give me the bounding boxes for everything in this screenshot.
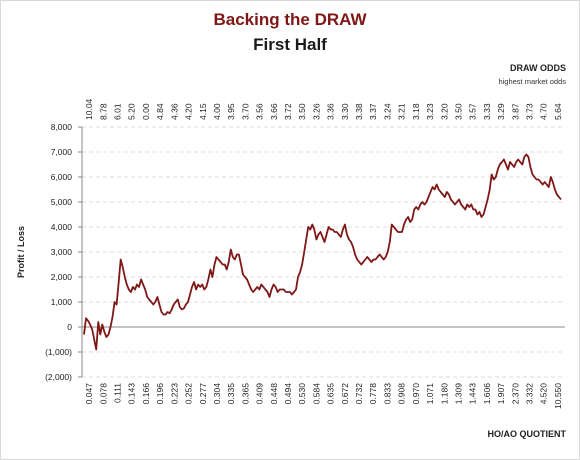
x-tick-label: 1.180 <box>439 383 449 405</box>
draw-odds-tick-label: 5.20 <box>127 103 137 120</box>
x-tick-label: 0.908 <box>397 383 407 405</box>
x-tick-label: 0.635 <box>326 383 336 405</box>
draw-odds-tick-label: 6.01 <box>113 103 123 120</box>
x-tick-label: 1.606 <box>482 383 492 405</box>
draw-odds-tick-label: 4.36 <box>169 103 179 120</box>
draw-odds-tick-label: 4.84 <box>155 103 165 120</box>
x-tick-label: 0.252 <box>184 383 194 405</box>
x-tick-label: 0.448 <box>269 383 279 405</box>
x-tick-label: 0.732 <box>354 383 364 405</box>
chart-title: Backing the DRAW <box>213 10 367 29</box>
draw-odds-tick-label: 3.18 <box>411 103 421 120</box>
draw-odds-tick-label: 4.20 <box>184 103 194 120</box>
y-tick-label: 4,000 <box>51 222 73 232</box>
draw-odds-axis-title: DRAW ODDS <box>510 63 566 73</box>
draw-odds-tick-label: 3.56 <box>255 103 265 120</box>
draw-odds-tick-label: 3.30 <box>340 103 350 120</box>
draw-odds-tick-label: 10.04 <box>84 98 94 120</box>
draw-odds-tick-label: 3.20 <box>439 103 449 120</box>
draw-odds-tick-label: 3.37 <box>368 103 378 120</box>
x-tick-label: 0.223 <box>169 383 179 405</box>
x-tick-label: 0.365 <box>240 383 250 405</box>
x-tick-label: 0.111 <box>113 383 123 403</box>
y-tick-label: (2,000) <box>45 372 72 382</box>
draw-odds-tick-label: 3.21 <box>397 103 407 120</box>
draw-odds-tick-label: 8.78 <box>98 103 108 120</box>
draw-odds-tick-label: 3.38 <box>354 103 364 120</box>
y-tick-label: 3,000 <box>51 247 73 257</box>
draw-odds-tick-label: 0.00 <box>141 103 151 120</box>
x-tick-label: 0.778 <box>368 383 378 405</box>
draw-odds-tick-label: 3.73 <box>524 103 534 120</box>
draw-odds-tick-label: 3.70 <box>240 103 250 120</box>
draw-odds-tick-label: 4.15 <box>198 103 208 120</box>
x-tick-label: 0.833 <box>382 383 392 405</box>
x-tick-label: 1.443 <box>468 383 478 405</box>
y-axis-title: Profit / Loss <box>16 226 26 278</box>
y-tick-label: 2,000 <box>51 272 73 282</box>
draw-odds-tick-label: 3.87 <box>510 103 520 120</box>
x-tick-label: 0.304 <box>212 383 222 405</box>
y-tick-label: 6,000 <box>51 172 73 182</box>
x-tick-label: 0.335 <box>226 383 236 405</box>
y-tick-label: 1,000 <box>51 297 73 307</box>
draw-odds-tick-label: 3.23 <box>425 103 435 120</box>
x-tick-label: 1.907 <box>496 383 506 405</box>
x-tick-label: 0.277 <box>198 383 208 405</box>
draw-odds-tick-label: 3.24 <box>382 103 392 120</box>
x-tick-label: 4.520 <box>539 383 549 405</box>
draw-odds-tick-label: 3.29 <box>496 103 506 120</box>
y-tick-label: 7,000 <box>51 147 73 157</box>
x-tick-label: 0.494 <box>283 383 293 405</box>
series-line <box>83 153 562 351</box>
draw-odds-tick-label: 3.50 <box>453 103 463 120</box>
draw-odds-tick-label: 3.95 <box>226 103 236 120</box>
draw-odds-tick-label: 3.57 <box>468 103 478 120</box>
x-tick-label: 0.970 <box>411 383 421 405</box>
draw-odds-tick-label: 3.36 <box>326 103 336 120</box>
x-tick-label: 0.166 <box>141 383 151 405</box>
x-tick-label: 0.584 <box>311 383 321 405</box>
x-tick-label: 0.143 <box>127 383 137 405</box>
chart-subtitle: First Half <box>253 35 327 54</box>
x-tick-label: 0.078 <box>98 383 108 405</box>
x-tick-label: 0.047 <box>84 383 94 405</box>
draw-odds-axis-subtitle: highest market odds <box>498 77 566 86</box>
x-tick-label: 3.332 <box>524 383 534 405</box>
y-tick-label: 5,000 <box>51 197 73 207</box>
x-tick-label: 0.672 <box>340 383 350 405</box>
draw-odds-tick-label: 3.33 <box>482 103 492 120</box>
x-tick-label: 0.530 <box>297 383 307 405</box>
draw-odds-tick-label: 4.00 <box>212 103 222 120</box>
draw-odds-tick-label: 3.72 <box>283 103 293 120</box>
y-tick-label: 8,000 <box>51 122 73 132</box>
draw-odds-tick-label: 5.64 <box>553 103 563 120</box>
x-tick-label: 0.409 <box>255 383 265 405</box>
draw-odds-tick-label: 3.26 <box>311 103 321 120</box>
x-tick-label: 0.196 <box>155 383 165 405</box>
x-axis-title: HO/AO QUOTIENT <box>487 429 567 439</box>
draw-odds-tick-label: 3.50 <box>297 103 307 120</box>
draw-odds-tick-label: 3.66 <box>269 103 279 120</box>
x-tick-label: 10.550 <box>553 383 563 409</box>
x-tick-label: 1.071 <box>425 383 435 405</box>
y-tick-label: (1,000) <box>45 347 72 357</box>
draw-odds-tick-label: 4.70 <box>539 103 549 120</box>
x-tick-label: 2.370 <box>510 383 520 405</box>
y-tick-label: 0 <box>67 322 72 332</box>
x-tick-label: 1.309 <box>453 383 463 405</box>
